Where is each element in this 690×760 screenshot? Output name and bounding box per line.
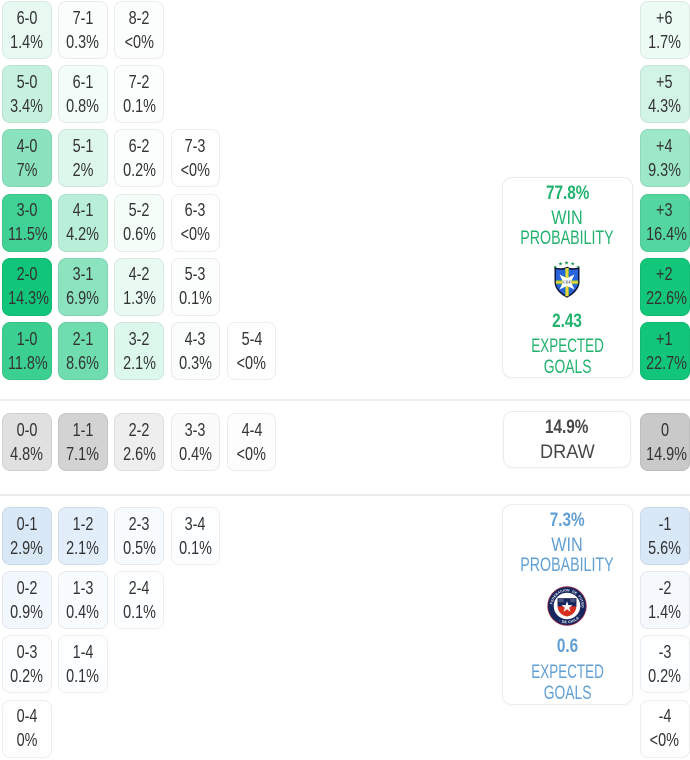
svg-text:CBF: CBF: [563, 280, 572, 285]
